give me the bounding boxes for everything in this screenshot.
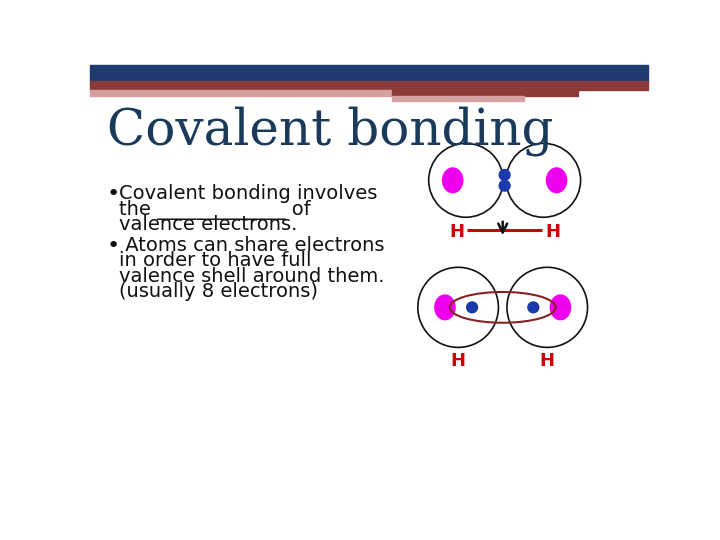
- Text: H: H: [545, 224, 560, 241]
- Ellipse shape: [435, 295, 455, 320]
- Text: •: •: [107, 184, 120, 204]
- Circle shape: [467, 302, 477, 313]
- Text: valence shell around them.: valence shell around them.: [120, 267, 385, 286]
- Text: Atoms can share electrons: Atoms can share electrons: [120, 236, 385, 255]
- Ellipse shape: [546, 168, 567, 193]
- Text: Covalent bonding involves: Covalent bonding involves: [120, 184, 378, 203]
- Ellipse shape: [550, 295, 570, 320]
- Text: the _____________ of: the _____________ of: [120, 200, 311, 220]
- Text: valence electrons.: valence electrons.: [120, 215, 298, 234]
- Circle shape: [528, 302, 539, 313]
- Ellipse shape: [443, 168, 463, 193]
- Bar: [90, 90, 392, 96]
- Text: in order to have full: in order to have full: [120, 251, 312, 270]
- Bar: [392, 90, 578, 96]
- Bar: [392, 96, 524, 101]
- Circle shape: [499, 180, 510, 191]
- Bar: [90, 81, 648, 90]
- Text: (usually 8 electrons): (usually 8 electrons): [120, 282, 318, 301]
- Text: H: H: [540, 352, 554, 370]
- Text: H: H: [451, 352, 466, 370]
- Text: •: •: [107, 236, 120, 256]
- Text: H: H: [449, 224, 464, 241]
- Bar: [90, 65, 648, 81]
- Text: Covalent bonding: Covalent bonding: [107, 106, 554, 157]
- Circle shape: [499, 170, 510, 180]
